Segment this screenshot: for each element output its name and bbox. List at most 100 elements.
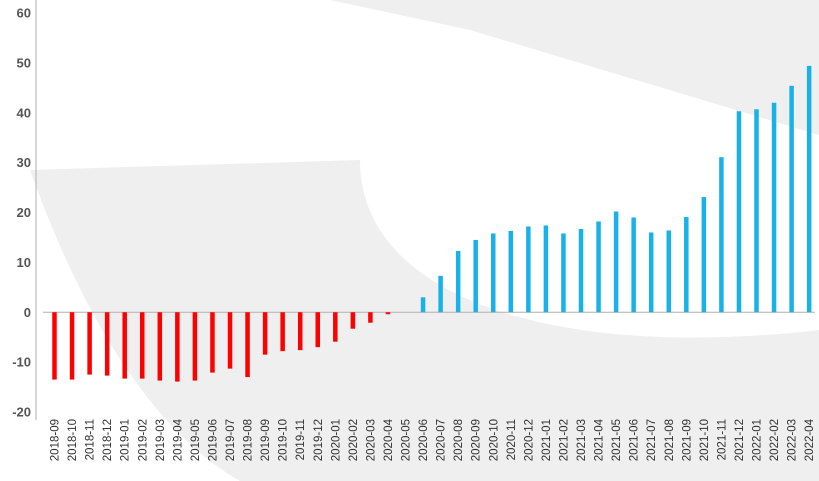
bar (613, 211, 619, 313)
x-tick-label: 2021-06 (629, 419, 641, 461)
x-tick-label: 2022-02 (769, 419, 781, 461)
x-tick-label: 2020-01 (330, 419, 342, 461)
bar (52, 312, 57, 380)
watermark-logo (30, 0, 819, 481)
y-tick-label: 0 (24, 305, 31, 320)
x-tick-label: 2021-11 (716, 419, 728, 460)
bar (262, 312, 268, 355)
x-tick-label: 2020-05 (401, 419, 413, 461)
bar (631, 217, 636, 313)
bar (578, 228, 584, 313)
bar-series (52, 65, 812, 382)
bar (350, 312, 356, 329)
bar (561, 233, 566, 313)
x-tick-label: 2020-07 (436, 419, 448, 461)
bar (157, 312, 163, 381)
bar (385, 312, 391, 315)
x-tick-label: 2018-11 (85, 419, 97, 460)
y-tick-label: 50 (17, 55, 31, 70)
x-tick-label: 2021-01 (541, 419, 553, 461)
bar (368, 312, 373, 323)
bar (140, 312, 145, 379)
bar (69, 312, 75, 380)
bar (736, 111, 742, 313)
x-tick-label: 2019-01 (120, 419, 132, 461)
bar (297, 312, 303, 351)
bar (789, 85, 794, 313)
x-tick-label: 2021-08 (664, 419, 676, 461)
x-tick-label: 2019-02 (137, 419, 149, 461)
x-tick-label: 2019-06 (207, 419, 219, 461)
y-axis-ticks: -20 -10 0 10 20 30 40 50 60 (12, 6, 31, 420)
bar (648, 232, 654, 313)
x-tick-label: 2020-10 (488, 419, 500, 461)
x-tick-label: 2021-07 (646, 419, 658, 461)
bar (771, 102, 777, 313)
x-tick-label: 2020-09 (471, 419, 483, 461)
bar (87, 312, 92, 375)
x-tick-label: 2019-04 (172, 418, 184, 461)
bar (280, 312, 285, 352)
x-tick-label: 2021-12 (734, 419, 746, 461)
watermark-shape-swoosh (30, 160, 819, 481)
bar (438, 275, 443, 313)
bar (754, 109, 759, 313)
x-tick-label: 2020-12 (523, 419, 535, 461)
x-tick-label: 2019-05 (190, 419, 202, 461)
x-tick-label: 2019-07 (225, 419, 237, 461)
x-tick-label: 2020-03 (365, 419, 377, 461)
x-tick-label: 2021-10 (699, 419, 711, 461)
x-tick-label: 2020-11 (506, 419, 518, 460)
bar (245, 312, 250, 378)
y-tick-label: 10 (17, 255, 31, 270)
bar (420, 297, 426, 313)
bar (719, 157, 724, 313)
x-tick-label: 2021-04 (594, 418, 606, 461)
bar (210, 312, 215, 373)
x-tick-label: 2019-08 (243, 419, 255, 461)
bar (455, 250, 461, 313)
y-tick-label: 60 (17, 6, 31, 21)
x-tick-label: 2020-02 (348, 419, 360, 461)
x-tick-label: 2018-09 (50, 419, 62, 461)
x-tick-label: 2021-09 (681, 419, 693, 461)
bar (473, 239, 478, 313)
bar (684, 216, 689, 313)
y-tick-label: -10 (12, 355, 31, 370)
bar (806, 65, 812, 313)
bar (333, 312, 338, 342)
x-tick-label: 2020-08 (453, 419, 465, 461)
bar (596, 221, 601, 313)
x-axis-ticks: 2018-09 2018-10 2018-11 2018-12 2019-01 2019-… (50, 418, 817, 461)
bar (666, 230, 671, 313)
bar (701, 197, 707, 313)
x-tick-label: 2019-09 (260, 419, 272, 461)
bar (543, 225, 549, 313)
x-tick-label: 2022-04 (804, 418, 816, 461)
watermark-shape-top (150, 0, 819, 135)
bar (491, 233, 496, 313)
x-tick-label: 2022-03 (787, 419, 799, 461)
x-tick-label: 2022-01 (752, 419, 764, 461)
x-tick-label: 2021-05 (611, 419, 623, 461)
x-tick-label: 2019-12 (313, 419, 325, 461)
x-tick-label: 2019-10 (278, 419, 290, 461)
x-tick-label: 2019-03 (155, 419, 167, 461)
bar (227, 312, 233, 369)
bar (526, 226, 531, 313)
y-tick-label: -20 (12, 405, 31, 420)
bar (192, 312, 198, 381)
x-tick-label: 2021-02 (558, 419, 570, 461)
x-tick-label: 2019-11 (295, 419, 307, 460)
x-tick-label: 2018-12 (102, 419, 114, 461)
bar (104, 312, 110, 376)
x-tick-label: 2018-10 (67, 419, 79, 461)
bar (175, 312, 180, 382)
bar (508, 230, 514, 313)
y-tick-label: 20 (17, 205, 31, 220)
bar (122, 312, 127, 379)
x-tick-label: 2020-04 (383, 418, 395, 461)
x-tick-label: 2021-03 (576, 419, 588, 461)
